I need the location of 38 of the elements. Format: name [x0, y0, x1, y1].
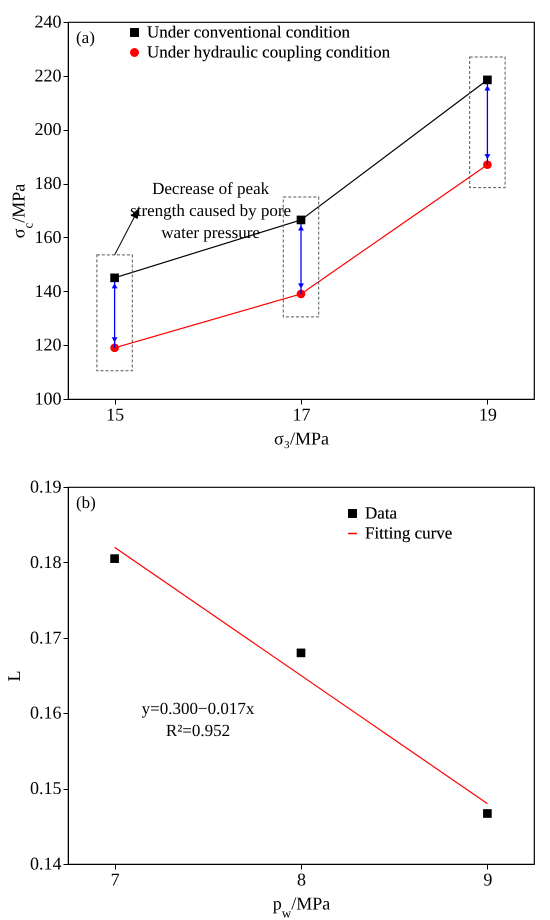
x-axis-title: σ₃/MPa: [274, 428, 330, 448]
legend-label: Under hydraulic coupling condition: [147, 42, 391, 62]
y-tick-label: 0.14: [30, 854, 62, 874]
y-tick-label: 0.17: [30, 627, 62, 648]
annotation: R²=0.952: [166, 721, 230, 740]
legend-label: Data: [365, 504, 398, 522]
point: [483, 76, 492, 84]
y-tick-label: 0.15: [30, 778, 62, 798]
y-tick-label: 180: [34, 173, 62, 194]
point: [296, 216, 306, 224]
y-tick-label: 160: [34, 226, 62, 247]
point: [296, 648, 306, 658]
y-tick-label: 120: [34, 334, 62, 355]
y-tick-label: 0.16: [30, 702, 62, 723]
legend-label: Fitting curve: [365, 524, 452, 542]
point: [110, 273, 119, 282]
x-tick-label: 15: [106, 404, 124, 424]
x-tick-label: 17: [292, 404, 310, 424]
point: [296, 290, 306, 298]
y-tick-label: 240: [34, 12, 62, 32]
annotation: (b): [76, 493, 96, 512]
point: [110, 554, 119, 563]
y-tick-label: 100: [34, 388, 62, 408]
x-tick-label: 9: [483, 870, 492, 890]
y-tick-label: 220: [34, 65, 62, 86]
x-tick-label: 8: [297, 870, 306, 890]
x-tick-label: 7: [110, 870, 120, 890]
y-tick-label: 200: [34, 119, 62, 140]
legend-label: Under conventional condition: [147, 22, 351, 42]
x-axis-title: p$_{w}$/MPa: [272, 894, 330, 920]
point: [483, 809, 492, 818]
annotation: (a): [76, 28, 95, 47]
y-tick-label: 0.18: [30, 552, 62, 572]
x-tick-label: 19: [478, 404, 497, 424]
annotation: y=0.300−0.017x: [142, 699, 255, 718]
y-tick-label: 0.19: [30, 476, 62, 496]
y-axis-title: L: [4, 670, 24, 682]
y-tick-label: 140: [34, 280, 62, 301]
